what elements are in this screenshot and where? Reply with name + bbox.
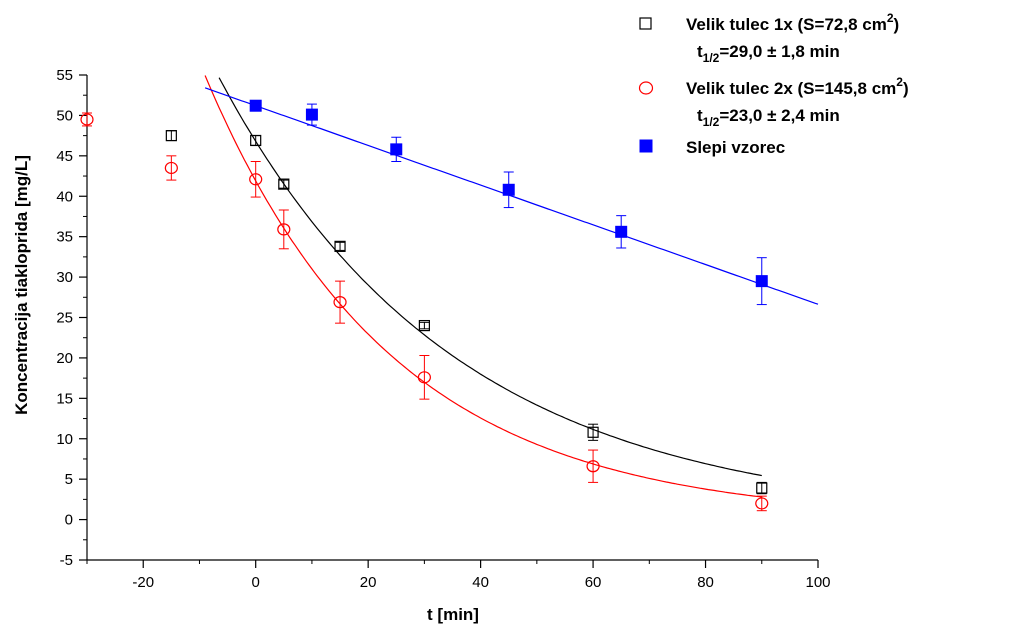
data-point-open-square: [278, 178, 290, 190]
data-point-open-circle: [333, 296, 347, 309]
y-tick-label: 25: [56, 310, 73, 327]
x-tick-label: -20: [132, 574, 154, 591]
y-tick-label: 55: [56, 67, 73, 84]
data-point-filled-square: [502, 183, 515, 196]
data-point-open-circle: [755, 497, 769, 510]
legend-marker-open-circle: [638, 81, 654, 95]
y-tick-label: 20: [56, 350, 73, 367]
y-tick-label: 30: [56, 269, 73, 286]
legend-label-series-3: Slepi vzorec: [686, 138, 785, 157]
data-point-open-circle: [417, 371, 431, 384]
y-tick-label: 50: [56, 107, 73, 124]
data-point-open-circle: [80, 113, 94, 126]
y-tick-label: 15: [56, 390, 73, 407]
x-tick-label: 0: [252, 574, 260, 591]
data-point-open-square: [165, 130, 177, 142]
legend-marker-open-square: [639, 17, 652, 30]
data-point-open-circle: [164, 161, 178, 175]
data-point-open-square: [418, 319, 430, 332]
data-point-open-square: [756, 482, 768, 494]
y-tick-label: 45: [56, 148, 73, 165]
data-point-filled-square: [305, 108, 318, 121]
data-points: [80, 99, 769, 512]
y-tick-label: 5: [65, 471, 73, 488]
tick-labels: -5 0 5 10 15 20 25 30 35 40 45 50 55 -20 0 20 40 60 80 100: [56, 67, 830, 591]
data-point-filled-square: [755, 275, 768, 288]
x-tick-label: 40: [472, 574, 489, 591]
x-tick-label: 80: [697, 574, 714, 591]
x-tick-label: 20: [360, 574, 377, 591]
data-point-filled-square: [249, 99, 262, 112]
fit-line-series-1: [218, 77, 762, 477]
x-tick-label: 100: [805, 574, 830, 591]
data-point-open-circle: [249, 173, 263, 186]
y-tick-label: 40: [56, 188, 73, 205]
data-point-open-circle: [277, 223, 291, 236]
legend-marker-filled-square: [639, 139, 653, 153]
fit-line-series-3: [204, 87, 819, 305]
y-tick-label: 0: [65, 512, 73, 529]
data-point-open-square: [587, 426, 599, 438]
x-tick-label: 60: [585, 574, 602, 591]
fit-lines: [204, 75, 819, 498]
axes: [79, 74, 819, 568]
legend-label-series-1: Velik tulec 1x (S=72,8 cm2): [686, 11, 899, 34]
fit-line-series-2: [204, 75, 762, 498]
legend-halflife-series-2: t1/2=23,0 ± 2,4 min: [697, 106, 840, 129]
legend-halflife-series-1: t1/2=29,0 ± 1,8 min: [697, 42, 840, 65]
y-tick-label: 10: [56, 431, 73, 448]
y-tick-label: -5: [60, 552, 73, 569]
data-point-open-circle: [586, 460, 600, 473]
legend: Velik tulec 1x (S=72,8 cm2) t1/2=29,0 ± …: [638, 11, 909, 157]
y-tick-label: 35: [56, 229, 73, 246]
data-point-filled-square: [615, 225, 628, 238]
x-axis-label: t [min]: [427, 605, 479, 624]
legend-label-series-2: Velik tulec 2x (S=145,8 cm2): [686, 75, 909, 98]
data-point-open-square: [250, 134, 262, 147]
data-point-open-square: [334, 240, 346, 252]
data-point-filled-square: [390, 143, 403, 156]
y-axis-label: Koncentracija tiakloprida [mg/L]: [12, 155, 31, 415]
